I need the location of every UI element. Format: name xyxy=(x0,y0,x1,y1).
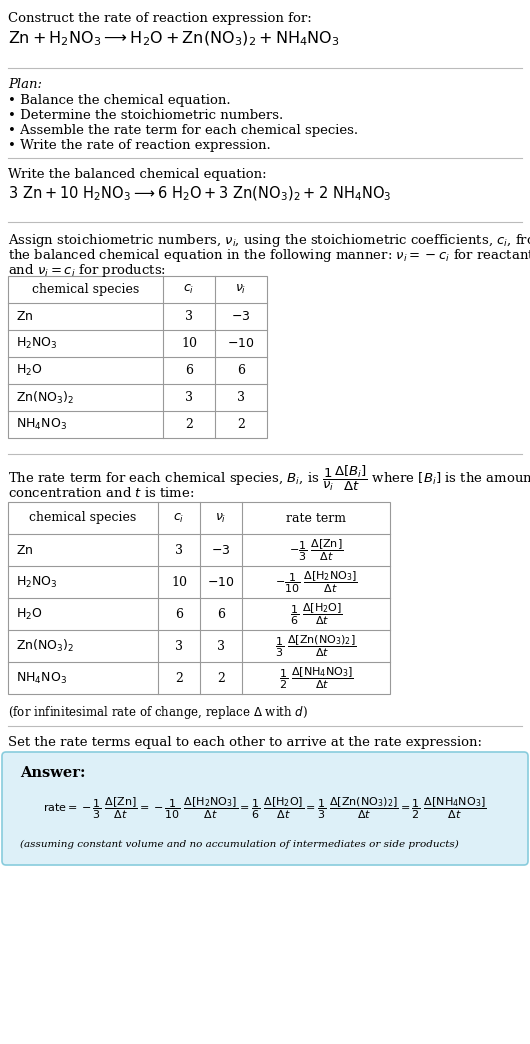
Text: Assign stoichiometric numbers, $\nu_i$, using the stoichiometric coefficients, $: Assign stoichiometric numbers, $\nu_i$, … xyxy=(8,232,530,250)
FancyBboxPatch shape xyxy=(2,752,528,865)
Text: $\dfrac{1}{3}\ \dfrac{\Delta[\mathrm{Zn(NO_3)_2}]}{\Delta t}$: $\dfrac{1}{3}\ \dfrac{\Delta[\mathrm{Zn(… xyxy=(275,634,357,659)
Text: $\mathrm{H_2NO_3}$: $\mathrm{H_2NO_3}$ xyxy=(16,574,58,590)
Text: $c_i$: $c_i$ xyxy=(173,512,184,524)
Text: and $\nu_i = c_i$ for products:: and $\nu_i = c_i$ for products: xyxy=(8,262,166,279)
Text: $\nu_i$: $\nu_i$ xyxy=(235,283,246,296)
Text: 2: 2 xyxy=(217,671,225,685)
Bar xyxy=(8,502,390,694)
Text: 3: 3 xyxy=(237,392,245,404)
Text: $\mathrm{Zn + H_2NO_3 \longrightarrow H_2O + Zn(NO_3)_2 + NH_4NO_3}$: $\mathrm{Zn + H_2NO_3 \longrightarrow H_… xyxy=(8,30,340,48)
Text: 10: 10 xyxy=(181,337,197,350)
Text: the balanced chemical equation in the following manner: $\nu_i = -c_i$ for react: the balanced chemical equation in the fo… xyxy=(8,247,530,264)
Text: Plan:: Plan: xyxy=(8,78,42,91)
Text: $-\dfrac{1}{3}\ \dfrac{\Delta[\mathrm{Zn}]}{\Delta t}$: $-\dfrac{1}{3}\ \dfrac{\Delta[\mathrm{Zn… xyxy=(289,538,343,563)
Text: 3: 3 xyxy=(175,544,183,556)
Text: • Assemble the rate term for each chemical species.: • Assemble the rate term for each chemic… xyxy=(8,124,358,137)
Text: Construct the rate of reaction expression for:: Construct the rate of reaction expressio… xyxy=(8,11,312,25)
Text: Answer:: Answer: xyxy=(20,766,85,780)
Text: 2: 2 xyxy=(175,671,183,685)
Text: rate term: rate term xyxy=(286,512,346,524)
Text: $-10$: $-10$ xyxy=(207,575,235,589)
Text: 6: 6 xyxy=(217,608,225,620)
Text: $\dfrac{1}{2}\ \dfrac{\Delta[\mathrm{NH_4NO_3}]}{\Delta t}$: $\dfrac{1}{2}\ \dfrac{\Delta[\mathrm{NH_… xyxy=(279,665,354,691)
Text: $\mathrm{Zn(NO_3)_2}$: $\mathrm{Zn(NO_3)_2}$ xyxy=(16,638,74,654)
Text: $\mathrm{Zn}$: $\mathrm{Zn}$ xyxy=(16,544,33,556)
Text: 3: 3 xyxy=(185,310,193,323)
Text: 2: 2 xyxy=(237,418,245,431)
Text: The rate term for each chemical species, $B_i$, is $\dfrac{1}{\nu_i}\dfrac{\Delt: The rate term for each chemical species,… xyxy=(8,464,530,494)
Text: 6: 6 xyxy=(185,364,193,377)
Text: 2: 2 xyxy=(185,418,193,431)
Text: 6: 6 xyxy=(237,364,245,377)
Text: • Determine the stoichiometric numbers.: • Determine the stoichiometric numbers. xyxy=(8,109,283,122)
Text: $c_i$: $c_i$ xyxy=(183,283,195,296)
Text: $\dfrac{1}{6}\ \dfrac{\Delta[\mathrm{H_2O}]}{\Delta t}$: $\dfrac{1}{6}\ \dfrac{\Delta[\mathrm{H_2… xyxy=(289,601,342,626)
Text: 3: 3 xyxy=(185,392,193,404)
Text: $\mathrm{H_2O}$: $\mathrm{H_2O}$ xyxy=(16,607,42,621)
Text: concentration and $t$ is time:: concentration and $t$ is time: xyxy=(8,487,195,500)
Text: Set the rate terms equal to each other to arrive at the rate expression:: Set the rate terms equal to each other t… xyxy=(8,736,482,749)
Text: $\mathrm{3\ Zn + 10\ H_2NO_3 \longrightarrow 6\ H_2O + 3\ Zn(NO_3)_2 + 2\ NH_4NO: $\mathrm{3\ Zn + 10\ H_2NO_3 \longrighta… xyxy=(8,185,391,204)
Bar xyxy=(8,276,267,438)
Text: • Balance the chemical equation.: • Balance the chemical equation. xyxy=(8,94,231,106)
Text: 3: 3 xyxy=(217,640,225,652)
Text: $\mathrm{H_2O}$: $\mathrm{H_2O}$ xyxy=(16,363,42,378)
Text: 6: 6 xyxy=(175,608,183,620)
Text: (assuming constant volume and no accumulation of intermediates or side products): (assuming constant volume and no accumul… xyxy=(20,839,459,849)
Text: $-\dfrac{1}{10}\ \dfrac{\Delta[\mathrm{H_2NO_3}]}{\Delta t}$: $-\dfrac{1}{10}\ \dfrac{\Delta[\mathrm{H… xyxy=(275,569,357,595)
Text: chemical species: chemical species xyxy=(29,512,137,524)
Text: $\mathrm{Zn(NO_3)_2}$: $\mathrm{Zn(NO_3)_2}$ xyxy=(16,389,74,405)
Text: • Write the rate of reaction expression.: • Write the rate of reaction expression. xyxy=(8,139,271,152)
Text: $\mathrm{NH_4NO_3}$: $\mathrm{NH_4NO_3}$ xyxy=(16,417,67,432)
Text: $-3$: $-3$ xyxy=(211,544,231,556)
Text: (for infinitesimal rate of change, replace $\Delta$ with $d$): (for infinitesimal rate of change, repla… xyxy=(8,704,308,721)
Text: chemical species: chemical species xyxy=(32,283,139,296)
Text: 10: 10 xyxy=(171,575,187,589)
Text: $\mathrm{Zn}$: $\mathrm{Zn}$ xyxy=(16,310,33,323)
Text: 3: 3 xyxy=(175,640,183,652)
Text: Write the balanced chemical equation:: Write the balanced chemical equation: xyxy=(8,168,267,181)
Text: $\nu_i$: $\nu_i$ xyxy=(215,512,227,524)
Text: $-10$: $-10$ xyxy=(227,337,255,350)
Text: $-3$: $-3$ xyxy=(231,310,251,323)
Text: $\mathrm{NH_4NO_3}$: $\mathrm{NH_4NO_3}$ xyxy=(16,670,67,686)
Text: $\mathrm{rate} = -\dfrac{1}{3}\ \dfrac{\Delta[\mathrm{Zn}]}{\Delta t} = -\dfrac{: $\mathrm{rate} = -\dfrac{1}{3}\ \dfrac{\… xyxy=(43,796,487,821)
Text: $\mathrm{H_2NO_3}$: $\mathrm{H_2NO_3}$ xyxy=(16,336,58,351)
